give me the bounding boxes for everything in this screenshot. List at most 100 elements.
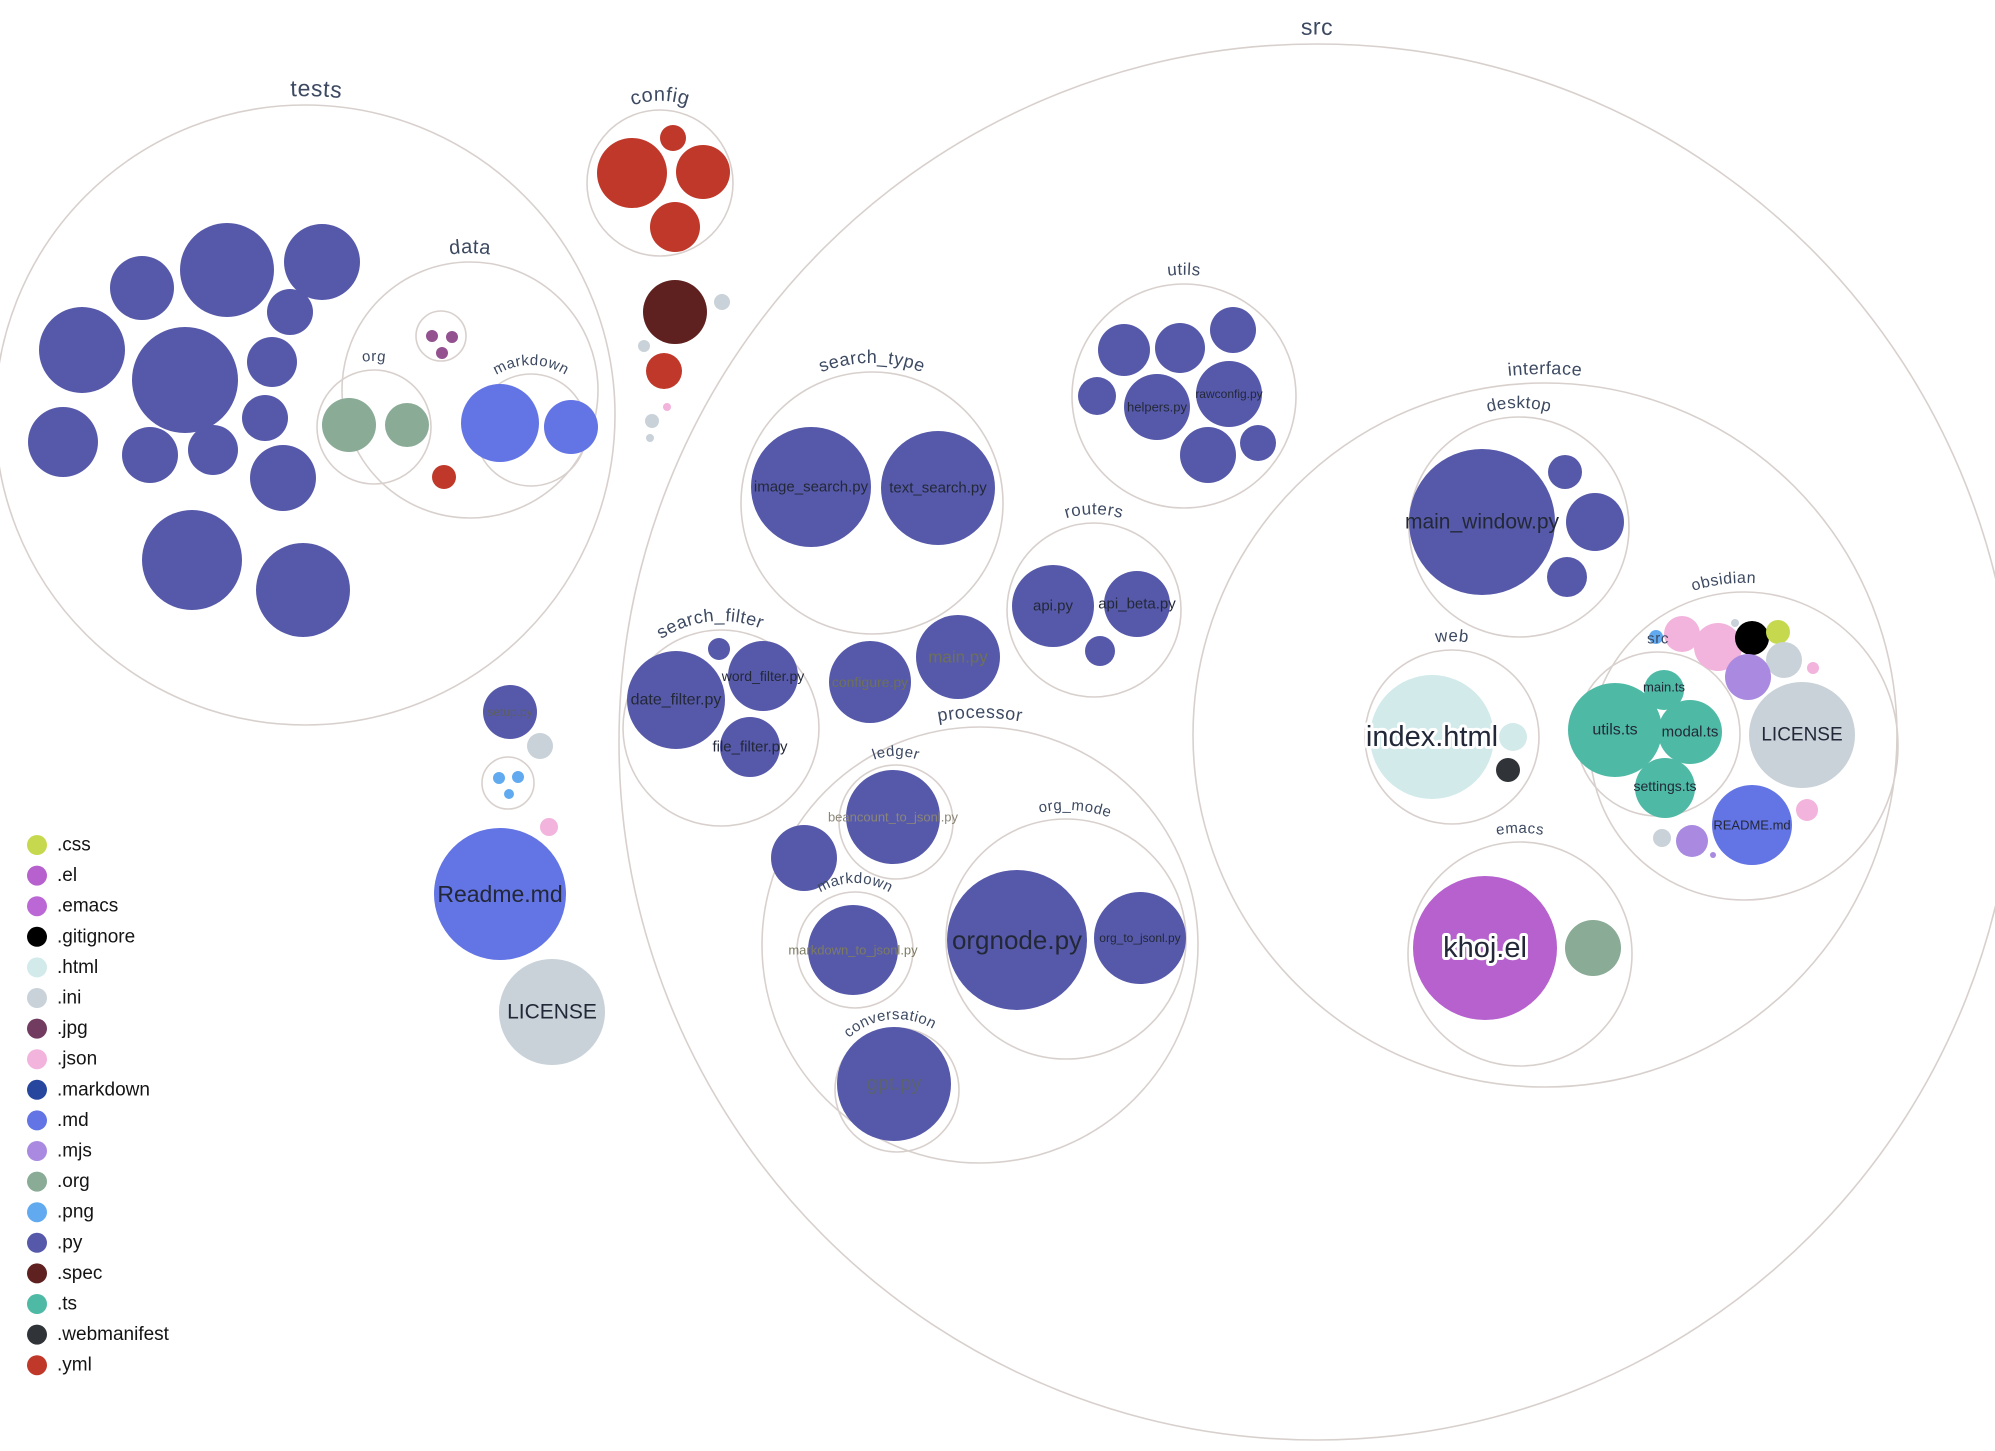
file-config-yml-4 [650,202,700,252]
file-label-configure.py: configure.py [832,674,908,690]
file-index.html [1370,675,1494,799]
file-label-index.html: index.html [1366,721,1498,753]
file-label-date_filter.py: date_filter.py [631,692,722,709]
file-utils-py-3 [1210,307,1256,353]
file-test-py-3 [110,256,174,320]
legend-label-html: .html [57,957,98,978]
file-config-yml-3 [676,145,730,199]
legend-swatch-spec [27,1263,47,1284]
dir-jpg-dir [415,310,467,362]
file-beancount_to_jsonl.py [846,770,940,864]
legend-item-markdown: .markdown [27,1079,150,1100]
file-root-ini-3 [645,414,659,428]
file-web-html-small [1499,723,1527,751]
file-label-setup.py: setup.py [487,705,532,719]
legend-swatch-yml [27,1355,47,1376]
file-obsidian-json-3 [1807,662,1819,674]
file-root-json-2 [540,818,558,836]
legend-label-markdown: .markdown [57,1079,150,1100]
legend-item-el: .el [27,865,77,886]
file-obsidian-ini-1 [1731,619,1739,627]
dir-org-data [316,369,432,485]
file-gpt.py [837,1027,951,1141]
legend-swatch-mjs [27,1141,47,1161]
file-label-word_filter.py: word_filter.py [721,668,804,684]
legend-item-html: .html [27,957,98,978]
legend-item-json: .json [27,1049,97,1070]
legend-swatch-emacs [27,896,47,917]
file-label-main.py: main.py [928,648,988,667]
file-markdown_to_jsonl.py [808,905,898,995]
dir-label-data: data [448,236,493,259]
legend-label-emacs: .emacs [57,896,118,917]
file-label-gpt.py: gpt.py [867,1073,921,1095]
dir-label-ledger: ledger [870,743,922,764]
file-setup.py [483,685,537,739]
legend-swatch-ts [27,1294,47,1314]
file-routers-py-small [1085,636,1115,666]
dir-label-web: web [1433,626,1470,646]
file-label-utils.ts: utils.ts [1592,722,1637,739]
file-obsidian-css [1766,620,1790,644]
dir-label-processor: processor [936,702,1024,726]
dir-ledger [838,764,954,880]
dir-config [586,109,734,257]
file-word_filter.py [728,641,798,711]
legend-label-gitignore: .gitignore [57,926,135,947]
legend-swatch-webmanifest [27,1324,47,1345]
file-root-json-1 [663,403,671,411]
file-label-helpers.py: helpers.py [1127,400,1187,415]
legend-item-py: .py [27,1232,83,1253]
legend-swatch-org [27,1171,47,1192]
dir-label-utils: utils [1166,260,1201,280]
legend-swatch-jpg [27,1018,47,1039]
file-utils.ts [1568,683,1662,777]
file-desktop-py-3 [1547,557,1587,597]
file-test-py-1 [284,224,360,300]
file-org-file-2 [385,403,429,447]
legend-label-ts: .ts [57,1294,77,1315]
file-test-py-13 [142,510,242,610]
legend-swatch-el [27,865,47,886]
extension-legend: .css .el .emacs .gitignore .html .ini .jpg .jso… [27,835,170,1376]
file-text_search.py [881,431,995,545]
file-orgnode.py [947,870,1087,1010]
file-test-py-8 [242,395,288,441]
file-date_filter.py [627,651,725,749]
legend-item-png: .png [27,1202,94,1223]
file-obsidian-ini-3 [1653,829,1671,847]
file-label-LICENSE-obsidian: LICENSE [1761,725,1842,746]
dir-processor [761,726,1199,1164]
file-obsidian-gitignore [1735,621,1769,655]
file-label-settings.ts: settings.ts [1633,778,1696,794]
file-org_to_jsonl.py [1094,892,1186,984]
file-test-py-12 [250,445,316,511]
dir-web [1364,649,1540,825]
file-config-yml-2 [660,125,686,151]
file-jpg-dot-1 [426,330,438,342]
dir-label-desktop: desktop [1485,393,1554,416]
file-obsidian-json-2 [1694,623,1742,671]
file-label-main.ts: main.ts [1643,680,1685,695]
file-png-dot-1 [493,772,505,784]
legend-swatch-png [27,1202,47,1223]
dir-label-src-obsidian: src [1646,630,1669,648]
file-obsidian-json-4 [1796,799,1818,821]
file-test-py-14 [256,543,350,637]
file-test-py-5 [132,327,238,433]
legend-item-org: .org [27,1171,90,1192]
dir-search_filter [622,629,820,827]
file-utils-py-4 [1078,377,1116,415]
legend-label-json: .json [57,1049,97,1070]
dir-label-org-data: org [361,348,387,366]
legend-swatch-markdown [27,1079,47,1100]
dir-routers [1006,522,1182,698]
file-root-ini-2 [638,340,650,352]
file-root-ini-1 [714,294,730,310]
legend-item-css: .css [27,835,91,856]
dir-org_mode [945,818,1187,1060]
dir-tests [0,104,616,726]
dir-desktop [1408,416,1630,638]
file-test-py-10 [122,427,178,483]
